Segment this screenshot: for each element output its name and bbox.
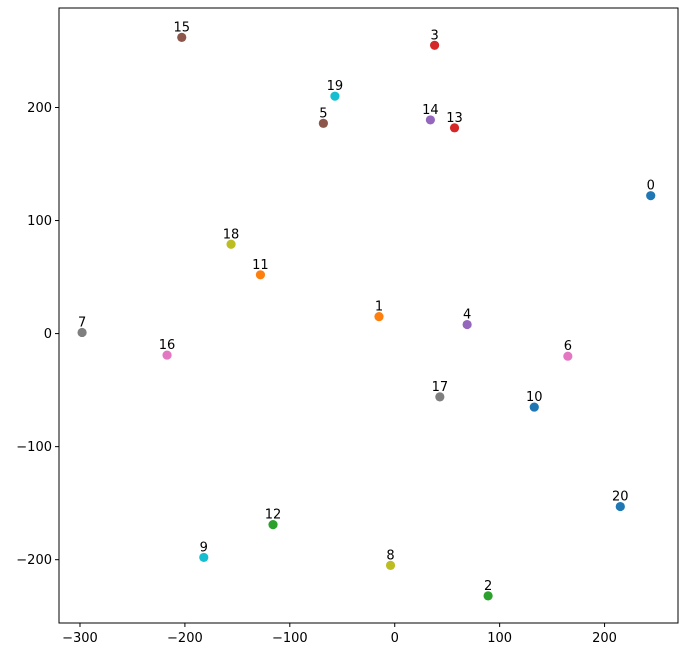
y-axis-ticks: −200 −100 0 100 200	[16, 101, 59, 568]
x-tick-label: 0	[391, 631, 399, 646]
point-label-14: 14	[422, 103, 439, 118]
scatter-point-20	[615, 501, 625, 512]
point-label-9: 9	[200, 540, 208, 555]
x-tick-label: 200	[592, 631, 617, 646]
scatter-point-15	[177, 32, 187, 42]
scatter-point-1	[374, 312, 384, 322]
scatter-point-4	[462, 319, 472, 330]
scatter-point-13	[449, 123, 460, 133]
point-label-20: 20	[612, 490, 629, 505]
x-tick-label: −200	[167, 631, 203, 646]
scatter-point-17	[435, 392, 445, 402]
scatter-point-18	[226, 239, 236, 249]
point-label-12: 12	[265, 508, 282, 523]
point-label-1: 1	[375, 300, 383, 315]
point-label-7: 7	[78, 315, 86, 330]
scatter-point-7	[77, 327, 87, 338]
point-label-13: 13	[446, 111, 463, 126]
scatter-point-19	[330, 91, 340, 101]
scatter-point-5	[318, 118, 328, 128]
y-tick-label: −100	[16, 440, 52, 455]
scatter-point-12	[268, 520, 278, 530]
scatter-point-2	[483, 591, 493, 601]
point-label-6: 6	[564, 339, 572, 354]
x-tick-label: −300	[62, 631, 98, 646]
scatter-point-11	[255, 270, 266, 280]
y-tick-label: 100	[27, 214, 52, 229]
point-label-3: 3	[430, 28, 438, 43]
point-label-15: 15	[173, 20, 190, 35]
point-label-19: 19	[327, 79, 344, 94]
x-tick-label: 100	[487, 631, 512, 646]
point-label-10: 10	[526, 390, 543, 405]
plot-area-frame	[58, 7, 679, 624]
y-tick-label: −200	[16, 553, 52, 568]
point-label-11: 11	[252, 258, 269, 273]
point-label-16: 16	[159, 338, 176, 353]
scatter-point-16	[162, 350, 172, 360]
point-label-8: 8	[386, 548, 394, 563]
x-axis-ticks: −300 −200 −100 0 100 200	[62, 623, 617, 646]
point-label-17: 17	[432, 380, 449, 395]
point-label-2: 2	[484, 579, 492, 594]
point-label-5: 5	[319, 106, 327, 121]
scatter-point-14	[425, 115, 435, 125]
y-tick-label: 0	[44, 327, 52, 342]
scatter-point-0	[646, 191, 656, 201]
scatter-point-9	[199, 552, 209, 563]
point-label-18: 18	[223, 227, 240, 242]
scatter-point-8	[385, 560, 396, 570]
point-label-4: 4	[463, 308, 471, 323]
scatter-point-10	[529, 402, 539, 412]
y-tick-label: 200	[27, 101, 52, 116]
scatter-point-6	[563, 351, 573, 361]
x-tick-label: −100	[272, 631, 308, 646]
scatter-point-3	[429, 40, 440, 50]
point-label-0: 0	[647, 179, 655, 194]
